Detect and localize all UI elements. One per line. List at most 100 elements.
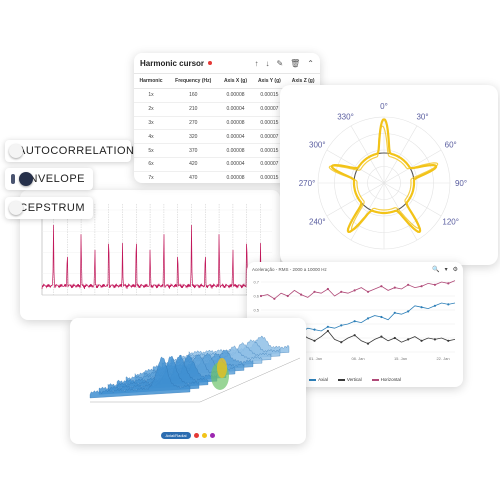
toggle-label-cepstrum: CEPSTRUM — [19, 202, 85, 214]
harmonic-cell: 0.00008 — [218, 88, 253, 103]
rms-x-tick: 01. Jan — [309, 356, 322, 361]
legend-item-vertical[interactable]: Vertical — [337, 377, 362, 382]
legend-item-horizontal[interactable]: Horizontal — [371, 377, 401, 382]
zoom-icon[interactable]: 🔍 — [432, 266, 440, 273]
rms-point — [420, 339, 423, 342]
rms-point — [380, 285, 383, 288]
polar-angle-label: 30° — [416, 112, 428, 121]
gear-icon[interactable]: ⚙ — [452, 266, 458, 273]
rms-point — [340, 290, 343, 293]
polar-grid-spoke — [326, 182, 385, 217]
cepstrum-switch[interactable] — [9, 201, 23, 215]
harmonic-table: Harmonic Frequency (Hz) Axis X (g) Axis … — [134, 74, 320, 183]
rms-point — [447, 282, 450, 285]
harmonic-cell: 210 — [168, 102, 219, 117]
rms-point — [393, 286, 396, 289]
rms-point — [393, 336, 396, 340]
rms-point — [340, 324, 343, 327]
rms-x-tick: 08. Jan — [351, 356, 364, 361]
harmonic-cell: 4x — [134, 129, 169, 145]
trash-icon[interactable]: 🗑 — [290, 58, 301, 68]
legend-dot-red[interactable] — [193, 433, 199, 438]
harmonic-cell: 0.00015 — [252, 143, 287, 158]
polar-chart-card: 0° 30° 60° 90° 120° 240° 270° 300° 330° — [280, 85, 498, 265]
waterfall-peak-yellow — [217, 358, 227, 378]
polar-grid-spoke — [383, 149, 442, 184]
polar-series-line-2 — [328, 125, 439, 231]
polar-angle-label: 90° — [455, 179, 467, 188]
rms-point — [353, 334, 356, 337]
harmonic-cell: 270 — [168, 116, 219, 131]
toggle-envelope[interactable]: ENVELOPE — [5, 168, 93, 190]
harmonic-cell: 0.00004 — [218, 102, 253, 117]
legend-dot-purple[interactable] — [209, 433, 215, 438]
polar-angle-label: 120° — [442, 218, 459, 227]
legend-chip-axial-radial[interactable]: Axial/Radial — [161, 432, 191, 439]
harmonic-cell: 0.00015 — [252, 116, 287, 131]
harmonic-cell: 370 — [168, 143, 219, 158]
harmonic-cell: 0.00007 — [252, 129, 287, 145]
polar-grid-spoke — [350, 125, 385, 184]
rms-y-tick: 0.6 — [253, 294, 259, 299]
harmonic-table-header: Harmonic Frequency (Hz) Axis X (g) Axis … — [134, 74, 320, 89]
spectrum-series-line — [41, 224, 273, 290]
harmonic-cell: 5x — [134, 143, 169, 158]
rms-toolbar: 🔍 ▾ ⚙ — [432, 266, 458, 273]
rms-point — [433, 338, 437, 341]
collapse-icon[interactable]: ⌃ — [307, 58, 314, 68]
polar-grid-spoke — [350, 182, 385, 241]
waterfall-legend: Axial/Radial — [70, 432, 306, 439]
harmonic-cell: 320 — [168, 129, 219, 145]
rms-point — [393, 311, 396, 314]
rms-point — [300, 293, 303, 296]
harmonic-cell: 1x — [134, 88, 169, 103]
harmonic-cell: 7x — [134, 171, 169, 183]
rms-point — [259, 294, 263, 298]
arrow-up-icon[interactable]: ↑ — [254, 58, 259, 68]
harmonic-cell: 6x — [134, 157, 169, 172]
legend-dot-yellow[interactable] — [201, 433, 207, 438]
waterfall-depth-axis — [199, 357, 301, 403]
toggle-cepstrum[interactable]: CEPSTRUM — [5, 197, 93, 219]
rms-point — [340, 341, 343, 344]
rms-point — [420, 306, 423, 309]
rms-y-tick: 0.5 — [253, 308, 259, 313]
rms-point — [353, 289, 356, 292]
polar-grid-spoke — [326, 149, 385, 184]
harmonic-cell: 0.00008 — [218, 143, 253, 158]
harmonic-cell: 470 — [168, 171, 219, 183]
legend-item-axial[interactable]: Axial — [309, 377, 328, 382]
polar-angle-label: 330° — [337, 112, 354, 121]
harmonic-cell: 0.00004 — [218, 129, 253, 145]
col-harmonic: Harmonic — [134, 74, 169, 89]
switch-knob — [9, 144, 23, 158]
edit-icon[interactable]: ✎ — [276, 58, 284, 68]
waterfall-slice — [89, 356, 191, 399]
harmonic-cell: 0.00008 — [218, 171, 253, 183]
rms-point — [326, 325, 329, 328]
col-axis-x: Axis X (g) — [218, 74, 253, 89]
rms-point — [447, 303, 450, 306]
toggle-autocorrelation[interactable]: AUTOCORRELATION — [5, 140, 134, 162]
rms-point — [420, 285, 423, 288]
rms-point — [433, 304, 437, 307]
switch-knob — [9, 201, 23, 215]
harmonic-cell: 0.00008 — [218, 116, 253, 131]
col-axis-y: Axis Y (g) — [252, 74, 287, 89]
rms-title: Aceleração - RMS - 2000 a 10000 Hz — [252, 266, 327, 272]
polar-angle-label: 240° — [309, 218, 326, 227]
col-frequency: Frequency (Hz) — [168, 74, 219, 89]
toggle-label-envelope: ENVELOPE — [21, 173, 85, 185]
rms-point — [286, 294, 289, 298]
rms-point — [366, 290, 370, 293]
dropdown-icon[interactable]: ▾ — [444, 266, 448, 273]
arrow-down-icon[interactable]: ↓ — [265, 58, 270, 68]
envelope-switch[interactable] — [11, 172, 33, 186]
harmonic-cell: 2x — [134, 102, 169, 117]
waterfall-slice — [98, 356, 200, 395]
live-indicator-icon — [208, 61, 213, 65]
